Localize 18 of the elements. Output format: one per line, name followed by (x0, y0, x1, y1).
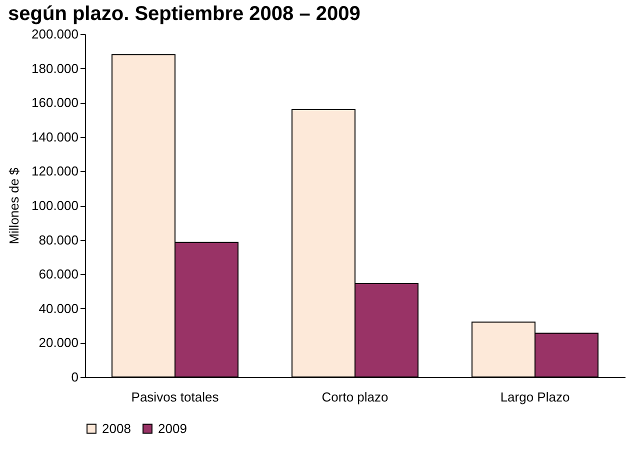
y-axis-title: Millones de $ (6, 166, 22, 244)
legend-label: 2009 (158, 420, 187, 436)
x-tick-label: Pasivos totales (131, 390, 220, 404)
y-tick-label: 120.000 (32, 164, 78, 179)
y-tick-label: 100.000 (32, 198, 78, 213)
y-tick-label: 200.000 (32, 26, 78, 42)
y-tick-label: 160.000 (32, 95, 78, 110)
y-tick-label: 20.000 (38, 335, 78, 350)
y-tick-label: 0 (71, 370, 78, 384)
chart-title: según plazo. Septiembre 2008 – 2009 (8, 3, 360, 25)
x-tick-label: Largo Plazo (500, 390, 570, 404)
x-tick-label: Corto plazo (322, 390, 388, 404)
y-tick-label: 180.000 (32, 60, 78, 76)
y-tick-label: 60.000 (38, 266, 78, 282)
y-tick-label: 40.000 (38, 300, 78, 316)
y-tick-label: 140.000 (32, 129, 78, 144)
legend-label: 2008 (102, 420, 131, 436)
y-tick-label: 80.000 (38, 232, 78, 248)
